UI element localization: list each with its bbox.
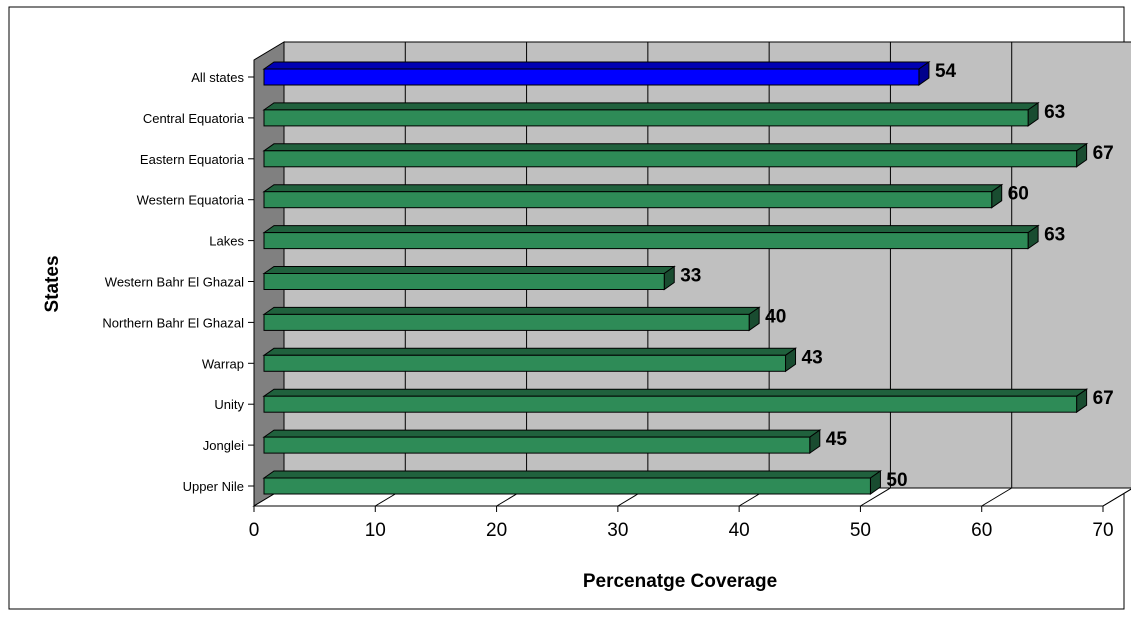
bar bbox=[262, 429, 822, 455]
category-label: Upper Nile bbox=[183, 479, 244, 494]
bar-front bbox=[263, 313, 750, 331]
category-label: Jonglei bbox=[203, 438, 244, 453]
category-labels: All states Central Equatoria Eastern Equat… bbox=[102, 70, 244, 494]
bar-front bbox=[263, 68, 920, 86]
data-label: 54 bbox=[935, 61, 957, 82]
bar-front bbox=[263, 232, 1029, 250]
bar-top bbox=[262, 266, 676, 274]
data-label: 63 bbox=[1044, 102, 1065, 123]
bar bbox=[262, 142, 1089, 168]
category-label: Warrap bbox=[202, 356, 244, 371]
data-label: 67 bbox=[1093, 143, 1114, 164]
data-label: 45 bbox=[826, 429, 848, 450]
bar-front bbox=[263, 436, 811, 454]
bar bbox=[262, 347, 798, 373]
x-tick-label: 50 bbox=[850, 520, 871, 541]
data-label: 60 bbox=[1008, 184, 1029, 205]
bar-top bbox=[262, 306, 761, 315]
category-label: All states bbox=[191, 70, 244, 85]
bars bbox=[262, 61, 1089, 495]
bar-front bbox=[263, 109, 1029, 127]
tick-labels: 0 10 20 30 40 50 60 70 bbox=[249, 520, 1114, 541]
bar-front bbox=[263, 354, 787, 372]
floor-gridline bbox=[860, 487, 891, 507]
data-label: 67 bbox=[1093, 388, 1114, 409]
bar bbox=[262, 101, 1040, 127]
bar-front bbox=[263, 150, 1078, 168]
x-tick-label: 60 bbox=[971, 520, 992, 541]
bar bbox=[262, 306, 761, 332]
bar bbox=[262, 183, 1004, 209]
bar-top bbox=[262, 429, 822, 438]
axes bbox=[248, 60, 1104, 512]
x-tick-label: 20 bbox=[486, 520, 507, 541]
data-label: 63 bbox=[1044, 225, 1065, 246]
bar-top bbox=[262, 347, 798, 356]
bar-top bbox=[262, 61, 931, 70]
floor-gridline bbox=[1102, 488, 1131, 507]
data-label: 40 bbox=[765, 306, 786, 327]
bar-top bbox=[262, 388, 1089, 397]
x-tick-label: 0 bbox=[249, 520, 260, 541]
bar bbox=[262, 388, 1089, 414]
category-label: Western Equatoria bbox=[137, 193, 245, 208]
bar-front bbox=[263, 191, 993, 209]
data-labels: 54 63 67 60 63 33 40 43 67 45 50 bbox=[680, 61, 1114, 491]
data-label: 43 bbox=[802, 347, 823, 368]
x-tick-label: 40 bbox=[729, 520, 750, 541]
bar-top bbox=[262, 225, 1040, 234]
bar-top bbox=[262, 470, 883, 479]
bar bbox=[262, 470, 883, 495]
category-label: Lakes bbox=[209, 234, 244, 249]
bar bbox=[262, 224, 1040, 250]
bar-front bbox=[263, 395, 1078, 413]
data-label: 50 bbox=[886, 470, 907, 491]
bar-front bbox=[263, 477, 871, 495]
x-tick-label: 10 bbox=[365, 520, 386, 541]
x-axis-title: Percenatge Coverage bbox=[583, 571, 777, 592]
bar-front bbox=[263, 273, 665, 290]
x-tick-label: 30 bbox=[607, 520, 628, 541]
bar-top bbox=[262, 102, 1040, 111]
category-label: Northern Bahr El Ghazal bbox=[102, 315, 244, 330]
bar-top bbox=[262, 184, 1004, 193]
y-axis-title: States bbox=[42, 255, 63, 312]
category-label: Unity bbox=[214, 397, 244, 412]
floor-gridline bbox=[981, 487, 1012, 507]
bar bbox=[262, 265, 676, 291]
category-label: Eastern Equatoria bbox=[140, 152, 245, 167]
bar-top bbox=[262, 143, 1089, 152]
category-label: Western Bahr El Ghazal bbox=[105, 275, 244, 290]
bar bbox=[262, 61, 931, 86]
x-tick-label: 70 bbox=[1092, 520, 1113, 541]
category-label: Central Equatoria bbox=[143, 111, 245, 126]
data-label: 33 bbox=[680, 266, 701, 287]
